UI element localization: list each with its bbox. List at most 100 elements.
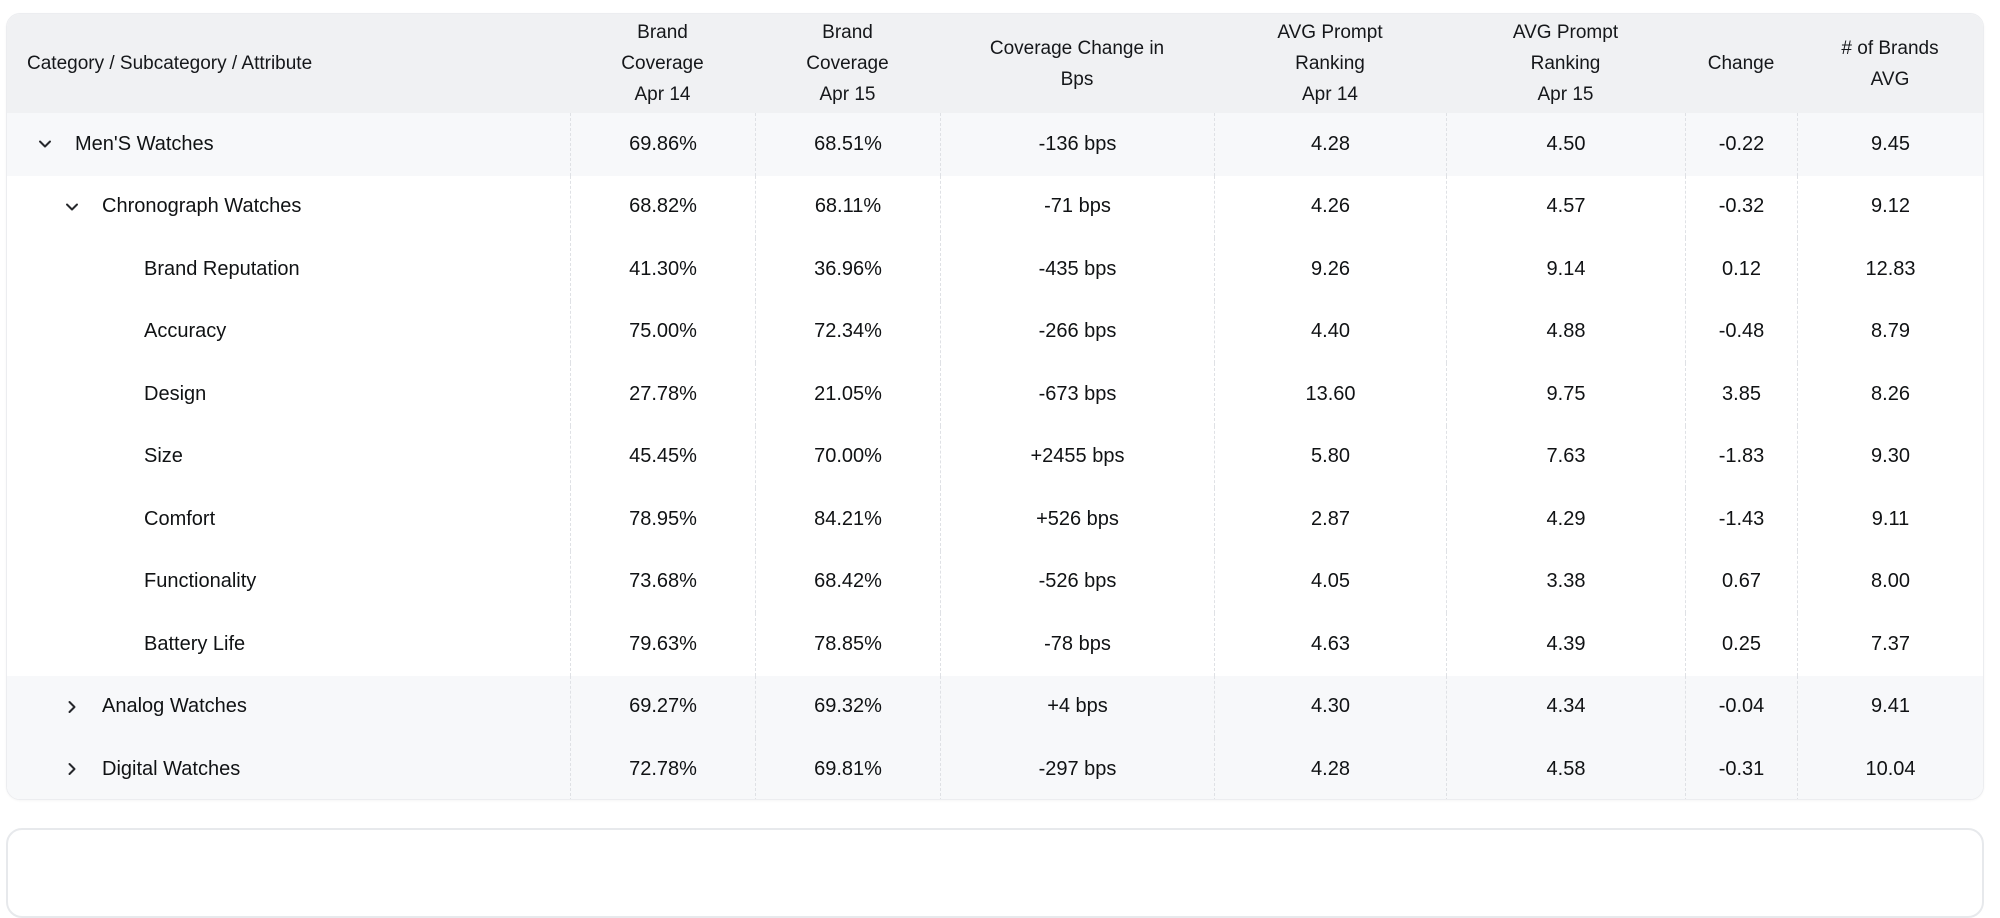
row-label: Men'S Watches (75, 132, 214, 155)
cell-avg-prompt-ranking-apr14: 4.63 (1214, 613, 1446, 676)
cell-avg-prompt-ranking-apr14: 4.28 (1214, 738, 1446, 799)
cell-change: -0.22 (1685, 113, 1797, 176)
cell-num-brands-avg: 10.04 (1797, 738, 1983, 799)
chevron-down-icon[interactable] (62, 197, 82, 217)
cell-brand-coverage-apr14: 72.78% (570, 738, 755, 799)
cell-brand-coverage-apr15: 21.05% (755, 363, 940, 426)
row-label: Design (144, 382, 207, 405)
table-header-row: Category / Subcategory / Attribute Brand… (7, 14, 1983, 113)
cell-avg-prompt-ranking-apr14: 13.60 (1214, 363, 1446, 426)
cell-coverage-change-bps: -78 bps (940, 613, 1214, 676)
row-label: Size (144, 445, 183, 468)
row-label: Analog Watches (102, 695, 247, 718)
category-cell-inner: Comfort (7, 508, 570, 531)
category-cell-inner: Functionality (7, 570, 570, 593)
cell-brand-coverage-apr14: 27.78% (570, 363, 755, 426)
cell-brand-coverage-apr14: 69.27% (570, 675, 755, 738)
cell-change: -1.43 (1685, 488, 1797, 551)
column-header-change: Change (1685, 14, 1797, 113)
cell-coverage-change-bps: -71 bps (940, 175, 1214, 238)
category-cell-inner: Design (7, 383, 570, 406)
column-header-coverage-change-bps: Coverage Change in Bps (940, 14, 1214, 113)
cell-avg-prompt-ranking-apr15: 4.34 (1446, 675, 1685, 738)
table-row: Functionality 73.68% 68.42% -526 bps 4.0… (7, 550, 1983, 613)
cell-brand-coverage-apr15: 68.11% (755, 175, 940, 238)
cell-coverage-change-bps: -266 bps (940, 300, 1214, 363)
cell-avg-prompt-ranking-apr15: 4.88 (1446, 300, 1685, 363)
cell-coverage-change-bps: -435 bps (940, 238, 1214, 301)
cell-category: Battery Life (7, 613, 570, 676)
cell-avg-prompt-ranking-apr15: 3.38 (1446, 550, 1685, 613)
table-row: Brand Reputation 41.30% 36.96% -435 bps … (7, 238, 1983, 301)
table-row[interactable]: Men'S Watches 69.86% 68.51% -136 bps 4.2… (7, 113, 1983, 176)
column-header-category: Category / Subcategory / Attribute (7, 14, 570, 113)
cell-coverage-change-bps: -297 bps (940, 738, 1214, 799)
table-row[interactable]: Analog Watches 69.27% 69.32% +4 bps 4.30… (7, 675, 1983, 738)
column-header-brand-coverage-apr15: Brand Coverage Apr 15 (755, 14, 940, 113)
cell-num-brands-avg: 9.41 (1797, 675, 1983, 738)
chevron-down-icon[interactable] (35, 134, 55, 154)
table-row: Comfort 78.95% 84.21% +526 bps 2.87 4.29… (7, 488, 1983, 551)
cell-avg-prompt-ranking-apr15: 4.50 (1446, 113, 1685, 176)
cell-change: -0.04 (1685, 675, 1797, 738)
cell-avg-prompt-ranking-apr14: 4.28 (1214, 113, 1446, 176)
cell-change: -0.48 (1685, 300, 1797, 363)
cell-coverage-change-bps: +526 bps (940, 488, 1214, 551)
category-cell-inner: Size (7, 445, 570, 468)
chevron-right-icon[interactable] (62, 697, 82, 717)
cell-brand-coverage-apr14: 75.00% (570, 300, 755, 363)
category-cell-inner: Digital Watches (7, 758, 570, 781)
cell-category: Design (7, 363, 570, 426)
cell-change: 0.12 (1685, 238, 1797, 301)
cell-num-brands-avg: 8.79 (1797, 300, 1983, 363)
cell-brand-coverage-apr15: 72.34% (755, 300, 940, 363)
chevron-right-icon[interactable] (62, 759, 82, 779)
category-cell-inner: Chronograph Watches (7, 195, 570, 218)
cell-change: -0.31 (1685, 738, 1797, 799)
table-row[interactable]: Digital Watches 72.78% 69.81% -297 bps 4… (7, 738, 1983, 799)
table-row: Size 45.45% 70.00% +2455 bps 5.80 7.63 -… (7, 425, 1983, 488)
cell-brand-coverage-apr15: 70.00% (755, 425, 940, 488)
row-label: Functionality (144, 570, 257, 593)
cell-coverage-change-bps: +4 bps (940, 675, 1214, 738)
cell-num-brands-avg: 12.83 (1797, 238, 1983, 301)
cell-avg-prompt-ranking-apr15: 9.75 (1446, 363, 1685, 426)
cell-category: Brand Reputation (7, 238, 570, 301)
cell-brand-coverage-apr15: 68.51% (755, 113, 940, 176)
table-row: Design 27.78% 21.05% -673 bps 13.60 9.75… (7, 363, 1983, 426)
cell-avg-prompt-ranking-apr14: 4.05 (1214, 550, 1446, 613)
cell-coverage-change-bps: -673 bps (940, 363, 1214, 426)
table-row: Accuracy 75.00% 72.34% -266 bps 4.40 4.8… (7, 300, 1983, 363)
coverage-table: Category / Subcategory / Attribute Brand… (7, 14, 1983, 799)
cell-category: Functionality (7, 550, 570, 613)
cell-coverage-change-bps: +2455 bps (940, 425, 1214, 488)
column-header-avg-prompt-ranking-apr15: AVG Prompt Ranking Apr 15 (1446, 14, 1685, 113)
cell-avg-prompt-ranking-apr15: 4.29 (1446, 488, 1685, 551)
category-cell-inner: Brand Reputation (7, 258, 570, 281)
cell-category: Comfort (7, 488, 570, 551)
table-row[interactable]: Chronograph Watches 68.82% 68.11% -71 bp… (7, 175, 1983, 238)
cell-avg-prompt-ranking-apr14: 2.87 (1214, 488, 1446, 551)
row-label: Brand Reputation (144, 257, 300, 280)
cell-category: Chronograph Watches (7, 175, 570, 238)
column-header-avg-prompt-ranking-apr14: AVG Prompt Ranking Apr 14 (1214, 14, 1446, 113)
cell-avg-prompt-ranking-apr15: 4.57 (1446, 175, 1685, 238)
cell-coverage-change-bps: -136 bps (940, 113, 1214, 176)
category-cell-inner: Analog Watches (7, 695, 570, 718)
column-header-brand-coverage-apr14: Brand Coverage Apr 14 (570, 14, 755, 113)
cell-num-brands-avg: 9.30 (1797, 425, 1983, 488)
cell-avg-prompt-ranking-apr14: 9.26 (1214, 238, 1446, 301)
cell-category: Size (7, 425, 570, 488)
cell-avg-prompt-ranking-apr15: 4.39 (1446, 613, 1685, 676)
cell-avg-prompt-ranking-apr14: 4.26 (1214, 175, 1446, 238)
cell-brand-coverage-apr15: 69.81% (755, 738, 940, 799)
cell-brand-coverage-apr14: 41.30% (570, 238, 755, 301)
cell-change: 0.25 (1685, 613, 1797, 676)
cell-category: Digital Watches (7, 738, 570, 799)
cell-brand-coverage-apr14: 69.86% (570, 113, 755, 176)
cell-brand-coverage-apr15: 84.21% (755, 488, 940, 551)
cell-num-brands-avg: 8.00 (1797, 550, 1983, 613)
row-label: Digital Watches (102, 757, 241, 780)
table-body: Men'S Watches 69.86% 68.51% -136 bps 4.2… (7, 113, 1983, 799)
cell-brand-coverage-apr14: 68.82% (570, 175, 755, 238)
